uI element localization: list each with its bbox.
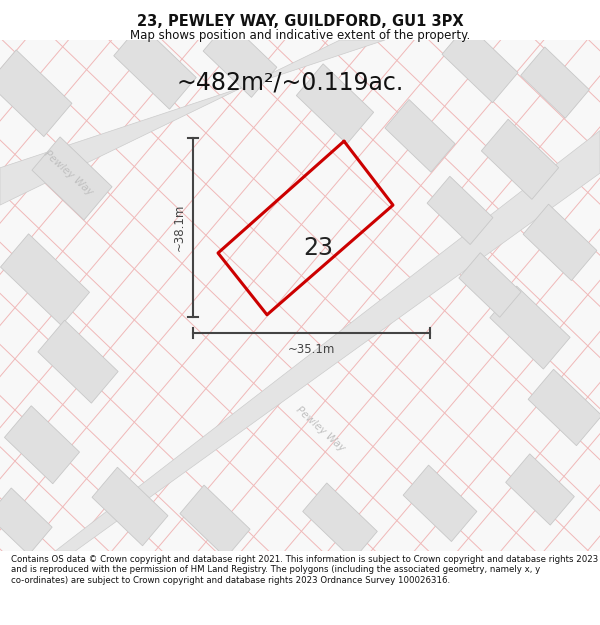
Polygon shape — [0, 50, 72, 137]
Text: ~35.1m: ~35.1m — [288, 344, 335, 356]
Polygon shape — [528, 369, 600, 446]
Polygon shape — [403, 465, 477, 541]
Polygon shape — [521, 47, 589, 118]
Polygon shape — [1, 234, 89, 326]
Text: ~482m²/~0.119ac.: ~482m²/~0.119ac. — [176, 71, 404, 94]
Polygon shape — [4, 406, 80, 484]
Polygon shape — [55, 131, 600, 551]
Text: ~38.1m: ~38.1m — [173, 204, 185, 251]
Polygon shape — [302, 483, 377, 560]
Polygon shape — [385, 99, 455, 172]
Polygon shape — [490, 286, 570, 369]
Polygon shape — [481, 119, 559, 199]
Polygon shape — [523, 204, 597, 281]
Polygon shape — [32, 137, 112, 220]
Text: Pewley Way: Pewley Way — [41, 149, 94, 198]
Text: Contains OS data © Crown copyright and database right 2021. This information is : Contains OS data © Crown copyright and d… — [11, 555, 598, 585]
Polygon shape — [38, 320, 118, 403]
Polygon shape — [180, 485, 250, 558]
Polygon shape — [92, 468, 168, 546]
Polygon shape — [506, 454, 574, 525]
Text: 23, PEWLEY WAY, GUILDFORD, GU1 3PX: 23, PEWLEY WAY, GUILDFORD, GU1 3PX — [137, 14, 463, 29]
Polygon shape — [0, 488, 52, 555]
Text: 23: 23 — [303, 236, 333, 260]
Polygon shape — [427, 176, 493, 244]
Polygon shape — [203, 21, 277, 98]
Polygon shape — [296, 64, 374, 144]
Polygon shape — [114, 24, 196, 109]
Text: Pewley Way: Pewley Way — [293, 404, 346, 453]
Polygon shape — [459, 253, 521, 318]
Text: Map shows position and indicative extent of the property.: Map shows position and indicative extent… — [130, 29, 470, 41]
Polygon shape — [0, 40, 385, 205]
Polygon shape — [442, 24, 518, 102]
